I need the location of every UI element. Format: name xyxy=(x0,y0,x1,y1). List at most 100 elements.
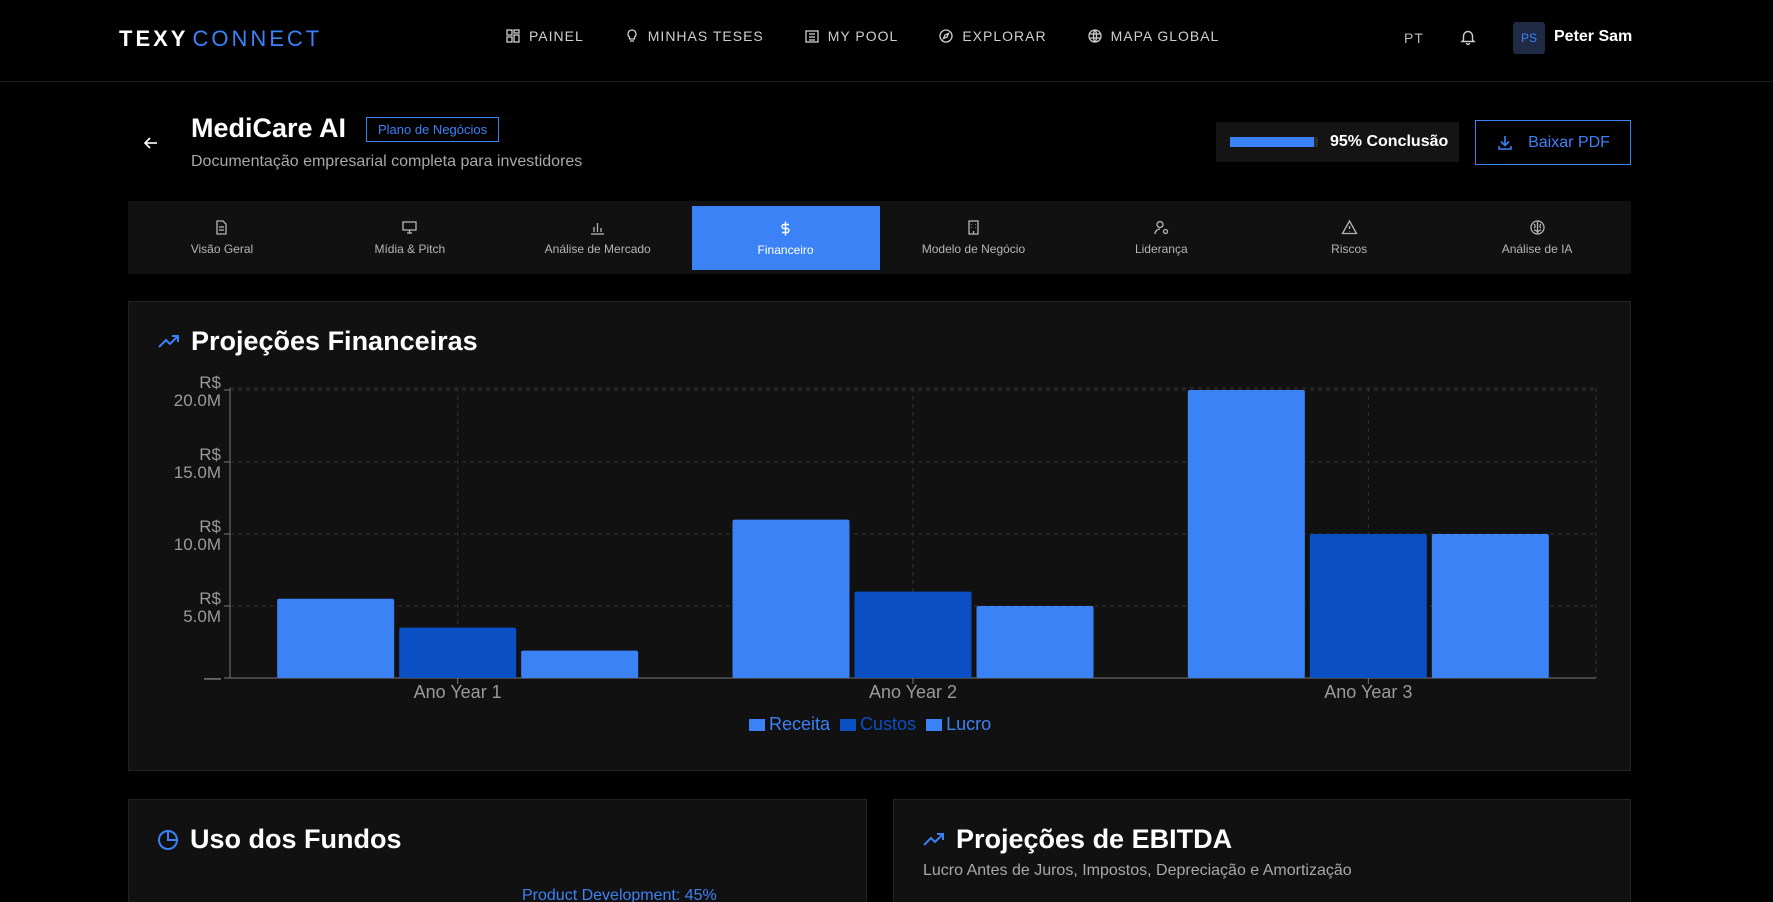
brand-light: CONNECT xyxy=(192,26,323,51)
compass-icon xyxy=(939,29,953,43)
brain-icon xyxy=(1529,220,1545,235)
main-nav: PAINEL MINHAS TESES MY POOL EXPLORAR MAP… xyxy=(505,28,1219,44)
legend-item[interactable]: Custos xyxy=(840,714,916,735)
tab-visao-geral[interactable]: Visão Geral xyxy=(128,201,316,274)
chart-bar xyxy=(1431,534,1549,678)
y-tick-label: 15.0M xyxy=(174,463,221,482)
y-tick-label: R$ xyxy=(199,517,221,536)
progress-label: 95% Conclusão xyxy=(1330,133,1449,150)
chart-bar xyxy=(732,519,850,678)
y-tick-label: R$ xyxy=(199,373,221,392)
trending-up-icon xyxy=(158,334,179,348)
brand-logo[interactable]: TEXY CONNECT xyxy=(119,26,322,52)
tab-analise-ia[interactable]: Análise de IA xyxy=(1443,201,1631,274)
tab-lideranca[interactable]: Liderança xyxy=(1067,201,1255,274)
card-title-text: Projeções Financeiras xyxy=(191,326,478,356)
card-title: Uso dos Fundos xyxy=(156,824,402,855)
legend-item[interactable]: Lucro xyxy=(926,714,991,735)
tab-label: Análise de Mercado xyxy=(544,242,651,256)
y-tick-label: 10.0M xyxy=(174,535,221,554)
dashboard-icon xyxy=(506,29,520,43)
completion-progress: 95% Conclusão xyxy=(1216,122,1459,162)
top-navbar: TEXY CONNECT PAINEL MINHAS TESES MY POOL … xyxy=(0,0,1773,82)
y-tick-label: — xyxy=(204,668,221,687)
legend-label: Receita xyxy=(769,714,831,734)
ebitda-subtitle: Lucro Antes de Juros, Impostos, Deprecia… xyxy=(923,862,1352,879)
chart-bar xyxy=(277,598,395,678)
avatar[interactable]: PS xyxy=(1513,22,1545,54)
nav-label: MINHAS TESES xyxy=(647,28,764,44)
pie-chart-icon xyxy=(158,829,179,850)
tab-label: Modelo de Negócio xyxy=(921,242,1026,256)
warning-icon xyxy=(1341,219,1358,235)
legend-item[interactable]: Receita xyxy=(749,714,830,735)
y-tick-label: 20.0M xyxy=(174,391,221,410)
tab-riscos[interactable]: Riscos xyxy=(1255,201,1443,274)
download-pdf-button[interactable]: Baixar PDF xyxy=(1475,120,1631,165)
legend-swatch xyxy=(840,718,857,731)
tab-financeiro[interactable]: Financeiro xyxy=(691,206,880,270)
fund-slice-label: Product Development: 45% xyxy=(522,887,717,902)
nav-item-my-pool[interactable]: MY POOL xyxy=(804,28,899,44)
plan-badge: Plano de Negócios xyxy=(366,117,500,142)
nav-item-minhas-teses[interactable]: MINHAS TESES xyxy=(624,28,764,44)
legend-swatch xyxy=(749,718,765,731)
y-tick-label: 5.0M xyxy=(183,607,221,626)
chart-legend: Receita Custos Lucro xyxy=(749,714,991,735)
use-of-funds-card: Uso dos Fundos Product Development: 45% xyxy=(128,799,867,902)
trending-up-icon xyxy=(923,832,944,846)
tab-label: Liderança xyxy=(1134,242,1188,256)
y-tick-label: R$ xyxy=(199,445,221,464)
tab-analise-mercado[interactable]: Análise de Mercado xyxy=(504,201,692,274)
legend-label: Custos xyxy=(860,714,917,734)
legend-swatch xyxy=(926,718,943,731)
back-arrow-icon[interactable] xyxy=(142,134,160,152)
progress-fill xyxy=(1230,137,1314,147)
tab-midia-pitch[interactable]: Mídia & Pitch xyxy=(316,201,504,274)
lightbulb-icon xyxy=(627,29,637,42)
download-icon xyxy=(1498,135,1512,150)
card-title-text: Projeções de EBITDA xyxy=(956,824,1233,854)
x-tick-label: Ano Year 2 xyxy=(869,682,957,702)
card-title: Projeções Financeiras xyxy=(157,326,478,357)
chart-bar xyxy=(1187,390,1305,678)
tab-label: Riscos xyxy=(1331,242,1368,256)
bar-chart-icon xyxy=(591,223,605,235)
page-title: MediCare AI xyxy=(191,113,347,143)
legend-label: Lucro xyxy=(946,714,992,734)
x-tick-label: Ano Year 3 xyxy=(1324,682,1412,702)
card-title-text: Uso dos Fundos xyxy=(190,824,402,854)
tab-modelo-negocio[interactable]: Modelo de Negócio xyxy=(880,201,1068,274)
nav-label: PAINEL xyxy=(529,28,584,44)
chart-bar xyxy=(1309,534,1427,678)
nav-item-explorar[interactable]: EXPLORAR xyxy=(938,28,1046,44)
section-tabs: Visão Geral Mídia & Pitch Análise de Mer… xyxy=(128,201,1631,274)
globe-icon xyxy=(1087,29,1102,43)
chart-bar xyxy=(399,627,517,678)
brand-bold: TEXY xyxy=(119,26,189,51)
tab-label: Mídia & Pitch xyxy=(374,242,446,256)
presentation-icon xyxy=(402,221,417,234)
dollar-icon xyxy=(781,221,790,235)
nav-label: MAPA GLOBAL xyxy=(1110,28,1220,44)
chart-bar xyxy=(976,606,1094,678)
nav-label: EXPLORAR xyxy=(962,28,1047,44)
chart-bar xyxy=(854,591,972,678)
document-icon xyxy=(216,220,228,235)
financial-projections-card: Projeções Financeiras — R$ 5.0M R$ 10.0M R$ 15… xyxy=(128,301,1631,771)
user-name[interactable]: Peter Sam xyxy=(1554,28,1633,45)
download-pdf-label: Baixar PDF xyxy=(1528,133,1610,151)
building-icon xyxy=(968,220,979,235)
card-title: Projeções de EBITDA xyxy=(922,824,1232,855)
page-subtitle: Documentação empresarial completa para i… xyxy=(191,153,583,170)
chart-bar xyxy=(521,650,639,678)
nav-label: MY POOL xyxy=(827,28,899,44)
ebitda-card: Projeções de EBITDA Lucro Antes de Juros… xyxy=(893,799,1631,902)
language-switch[interactable]: PT xyxy=(1404,30,1424,46)
nav-item-painel[interactable]: PAINEL xyxy=(505,28,584,44)
nav-item-mapa-global[interactable]: MAPA GLOBAL xyxy=(1087,28,1220,44)
tab-label: Financeiro xyxy=(757,242,814,257)
bell-icon[interactable] xyxy=(1459,28,1477,46)
y-tick-label: R$ xyxy=(199,589,221,608)
